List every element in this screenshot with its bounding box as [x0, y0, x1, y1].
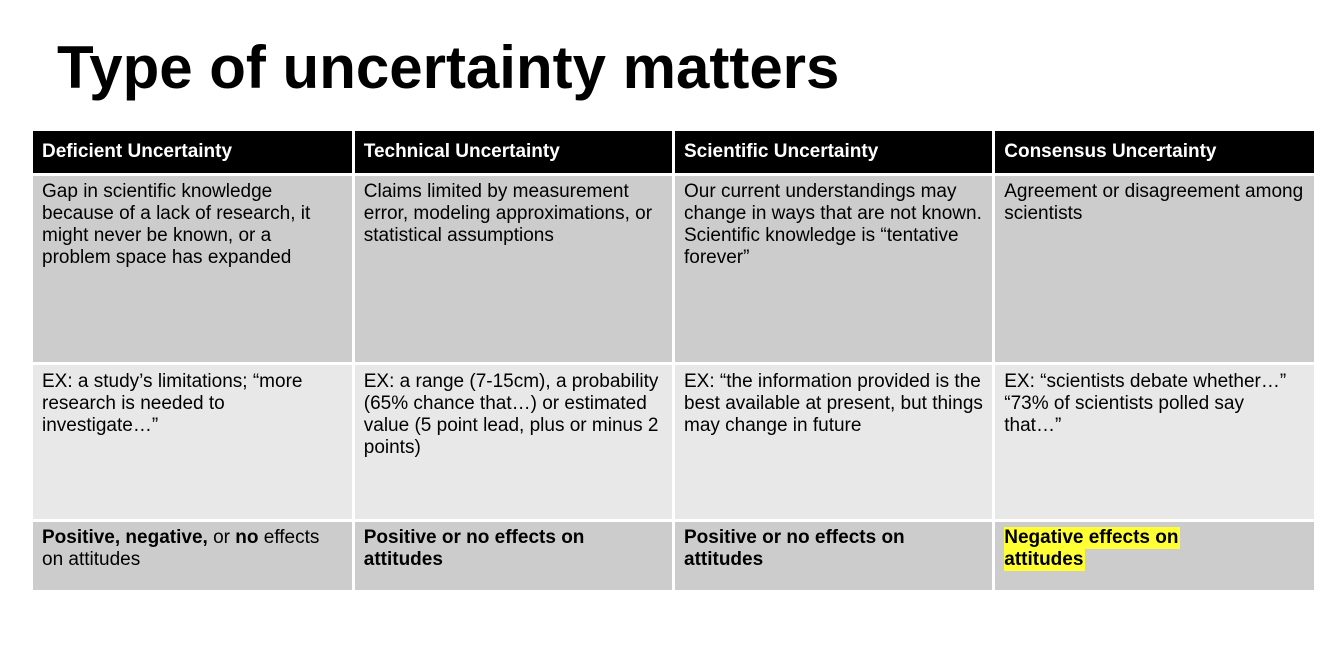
effect-deficient-part4: effects on attitudes	[42, 527, 320, 570]
uncertainty-types-table: Deficient Uncertainty Technical Uncertai…	[33, 131, 1314, 590]
effect-consensus: Negative effects on attitudes	[993, 519, 1314, 590]
example-scientific: EX: “the information provided is the bes…	[673, 362, 996, 521]
effect-row: Positive, negative, or no effects on att…	[33, 519, 1314, 590]
example-consensus: EX: “scientists debate whether…” “73% of…	[993, 362, 1314, 521]
effect-scientific: Positive or no effects on attitudes	[673, 519, 996, 590]
definition-consensus: Agreement or disagreement among scientis…	[993, 173, 1314, 364]
definition-scientific: Our current understandings may change in…	[673, 173, 996, 364]
example-technical: EX: a range (7-15cm), a probability (65%…	[353, 362, 676, 521]
header-deficient-uncertainty: Deficient Uncertainty	[33, 131, 355, 175]
header-technical-uncertainty: Technical Uncertainty	[353, 131, 676, 175]
slide-title: Type of uncertainty matters	[57, 34, 840, 101]
header-consensus-uncertainty: Consensus Uncertainty	[993, 131, 1314, 175]
example-row: EX: a study’s limitations; “more researc…	[33, 362, 1314, 521]
definition-technical: Claims limited by measurement error, mod…	[353, 173, 676, 364]
effect-deficient-part2: or	[207, 527, 236, 548]
effect-technical: Positive or no effects on attitudes	[353, 519, 676, 590]
definition-row: Gap in scientific knowledge because of a…	[33, 173, 1314, 364]
effect-deficient-part3: no	[235, 527, 259, 548]
effect-deficient-part1: Positive, negative,	[42, 527, 208, 548]
effect-consensus-highlight-line1: Negative effects on	[1004, 527, 1181, 549]
header-scientific-uncertainty: Scientific Uncertainty	[673, 131, 996, 175]
table-header-row: Deficient Uncertainty Technical Uncertai…	[33, 131, 1314, 175]
definition-deficient: Gap in scientific knowledge because of a…	[33, 173, 355, 364]
example-deficient: EX: a study’s limitations; “more researc…	[33, 362, 355, 521]
effect-consensus-highlight-line2: attitudes	[1004, 549, 1086, 571]
effect-deficient: Positive, negative, or no effects on att…	[33, 519, 355, 590]
